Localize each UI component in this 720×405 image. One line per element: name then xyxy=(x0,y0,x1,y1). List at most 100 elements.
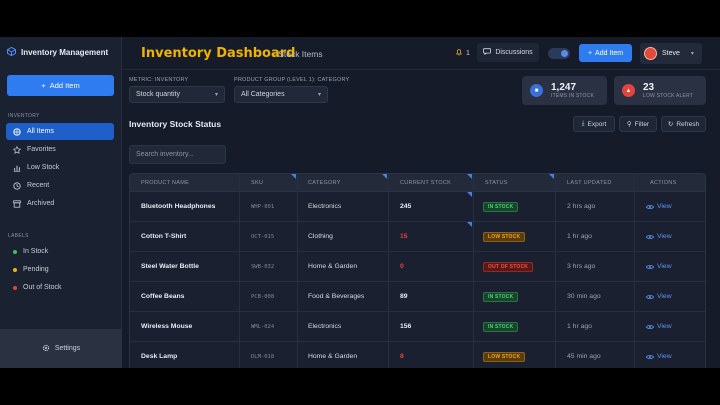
bell-icon xyxy=(455,48,463,58)
sidebar-item-favorites[interactable]: Favorites xyxy=(6,141,114,158)
current-stock: 156 xyxy=(400,323,412,330)
settings-label: Settings xyxy=(54,345,81,352)
eye-icon xyxy=(646,354,654,360)
product-name: Cotton T-Shirt xyxy=(141,233,187,240)
label-item-label: Out of Stock xyxy=(23,284,62,291)
column-divider xyxy=(634,174,635,368)
table-row[interactable]: Cotton T-Shirt OCT-015 Clothing 15 LOW STOCK… xyxy=(130,222,705,252)
refresh-label: Refresh xyxy=(676,120,700,128)
product-name: Bluetooth Headphones xyxy=(141,203,216,210)
view-button[interactable]: View xyxy=(646,323,672,330)
current-stock: 89 xyxy=(400,293,408,300)
product-sku: OCT-015 xyxy=(251,234,275,240)
search-input[interactable]: Search inventory... xyxy=(129,145,226,164)
view-button[interactable]: View xyxy=(646,263,672,270)
product-name: Wireless Mouse xyxy=(141,323,193,330)
export-button[interactable]: ⤓ Export xyxy=(573,116,615,132)
gear-icon xyxy=(42,344,50,354)
view-button[interactable]: View xyxy=(646,233,672,240)
table-row[interactable]: Desk Lamp DLM-018 Home & Garden 8 LOW STOCK 4… xyxy=(130,342,705,368)
view-button[interactable]: View xyxy=(646,353,672,360)
product-category: Clothing xyxy=(308,233,333,240)
label-dot xyxy=(13,285,17,290)
current-stock: 0 xyxy=(400,263,404,270)
current-stock: 15 xyxy=(400,233,408,240)
column-header-last-updated[interactable]: LAST UPDATED xyxy=(567,180,612,186)
column-header-sku[interactable]: SKU xyxy=(251,180,264,186)
sort-indicator-icon xyxy=(467,174,472,179)
column-header-status[interactable]: STATUS xyxy=(485,180,508,186)
sidebar-item-label: Archived xyxy=(27,200,55,207)
stat-value: 1,247 xyxy=(551,81,577,93)
table-row[interactable]: Coffee Beans PCB-008 Food & Beverages 89 IN … xyxy=(130,282,705,312)
sidebar-item-label: All Items xyxy=(27,128,54,135)
sidebar-item-label: Low Stock xyxy=(27,164,60,171)
product-category: Food & Beverages xyxy=(308,293,365,300)
sidebar-add-item-button[interactable]: + Add Item xyxy=(7,75,114,96)
brand[interactable]: Inventory Management xyxy=(6,46,108,58)
inventory-table: PRODUCT NAME SKU CATEGORY CURRENT STOCK STAT… xyxy=(129,173,706,368)
refresh-button[interactable]: ↻ Refresh xyxy=(661,116,706,132)
sidebar-item-recent[interactable]: Recent xyxy=(6,177,114,194)
header-add-item-button[interactable]: + Add Item xyxy=(579,44,632,62)
label-item-label: Pending xyxy=(23,266,49,273)
view-label: View xyxy=(657,293,672,300)
sidebar-item-all-items[interactable]: All Items xyxy=(6,123,114,140)
label-item-out-of-stock[interactable]: Out of Stock xyxy=(6,279,114,296)
notifications-button[interactable]: 1 xyxy=(455,48,470,58)
last-updated: 1 hr ago xyxy=(567,233,592,240)
column-divider xyxy=(388,174,389,368)
sidebar-item-low-stock[interactable]: Low Stock xyxy=(6,159,114,176)
eye-icon xyxy=(646,324,654,330)
last-updated: 2 hrs ago xyxy=(567,203,596,210)
view-button[interactable]: View xyxy=(646,203,672,210)
download-icon: ⤓ xyxy=(581,120,585,127)
view-label: View xyxy=(657,203,672,210)
refresh-icon: ↻ xyxy=(667,121,674,128)
product-sku: WHP-001 xyxy=(251,204,275,210)
user-menu[interactable]: Steve ▾ xyxy=(640,43,702,64)
plus-icon: + xyxy=(41,81,46,90)
label-dot xyxy=(13,267,17,272)
settings-button[interactable]: Settings xyxy=(0,329,122,368)
add-item-label: Add Item xyxy=(49,81,80,90)
last-updated: 45 min ago xyxy=(567,353,601,360)
column-divider xyxy=(555,174,556,368)
theme-toggle[interactable] xyxy=(548,48,570,59)
filter-label: Filter xyxy=(634,120,650,128)
column-header-product-name[interactable]: PRODUCT NAME xyxy=(141,180,190,186)
stat-card-low-stock: ▲ 23 LOW STOCK ALERT xyxy=(614,76,706,105)
metric-select[interactable]: Stock quantity ▾ xyxy=(129,86,225,103)
column-header-category[interactable]: CATEGORY xyxy=(308,180,341,186)
stat-label: ITEMS IN STOCK xyxy=(551,92,594,99)
column-header-current-stock[interactable]: CURRENT STOCK xyxy=(400,180,452,186)
sort-indicator-icon xyxy=(291,174,296,179)
last-updated: 1 hr ago xyxy=(567,323,592,330)
labels-section-label: LABELS xyxy=(8,233,29,239)
table-row[interactable]: Bluetooth Headphones WHP-001 Electronics 24… xyxy=(130,192,705,222)
label-item-label: In Stock xyxy=(23,248,49,255)
cell-flag-icon xyxy=(467,222,472,227)
sort-indicator-icon xyxy=(549,174,554,179)
label-item-pending[interactable]: Pending xyxy=(6,261,114,278)
view-button[interactable]: View xyxy=(646,293,672,300)
stat-value: 23 xyxy=(643,81,655,93)
stat-label: LOW STOCK ALERT xyxy=(643,92,694,99)
column-divider xyxy=(297,174,298,368)
discussions-button[interactable]: Discussions xyxy=(477,43,539,62)
product-sku: DLM-018 xyxy=(251,354,275,360)
sort-indicator-icon xyxy=(382,174,387,179)
category-select[interactable]: All Categories ▾ xyxy=(234,86,328,103)
sidebar-item-archived[interactable]: Archived xyxy=(6,195,114,212)
box-icon xyxy=(6,46,17,58)
table-row[interactable]: Wireless Mouse WML-024 Electronics 156 IN ST… xyxy=(130,312,705,342)
archive-icon xyxy=(13,199,21,208)
label-item-in-stock[interactable]: In Stock xyxy=(6,243,114,260)
filter-button[interactable]: ⚲ Filter xyxy=(619,116,657,132)
status-badge: IN STOCK xyxy=(483,322,519,332)
chevron-down-icon: ▾ xyxy=(317,92,321,98)
user-name: Steve xyxy=(662,50,680,57)
table-row[interactable]: Steel Water Bottle SWB-032 Home & Garden 0 O… xyxy=(130,252,705,282)
label-dot xyxy=(13,249,17,254)
column-header-actions[interactable]: ACTIONS xyxy=(650,180,677,186)
